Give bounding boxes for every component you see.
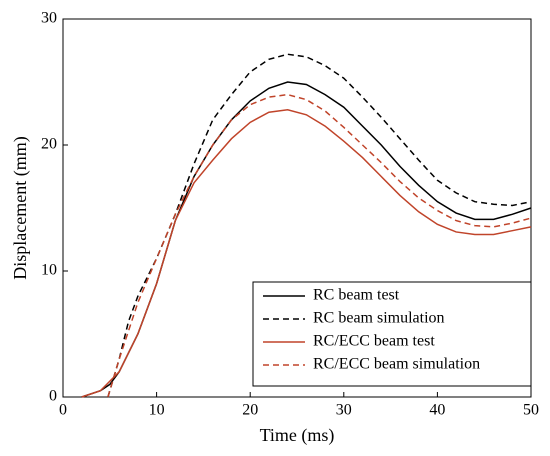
x-axis-label: Time (ms)	[260, 425, 335, 446]
line	[107, 53, 532, 398]
x-tick-label: 0	[59, 402, 67, 419]
y-tick-label: 30	[41, 10, 57, 27]
legend-label: RC/ECC beam simulation	[313, 356, 480, 373]
plot-frame	[62, 18, 532, 398]
y-tick-label: 10	[41, 262, 57, 279]
line	[81, 108, 532, 398]
x-tick-label: 30	[336, 402, 352, 419]
y-tick-label: 20	[41, 136, 57, 153]
x-tick-label: 40	[429, 402, 445, 419]
line	[107, 93, 532, 398]
y-tick-label: 0	[49, 388, 57, 405]
x-tick-label: 20	[242, 402, 258, 419]
legend-frame	[252, 281, 532, 387]
x-tick-label: 10	[149, 402, 165, 419]
x-tick-label: 50	[523, 402, 539, 419]
legend-label: RC beam simulation	[313, 310, 445, 327]
y-axis-label: Displacement (mm)	[10, 136, 31, 279]
legend-label: RC beam test	[313, 287, 400, 304]
line	[81, 81, 532, 398]
legend-label: RC/ECC beam test	[313, 333, 435, 350]
